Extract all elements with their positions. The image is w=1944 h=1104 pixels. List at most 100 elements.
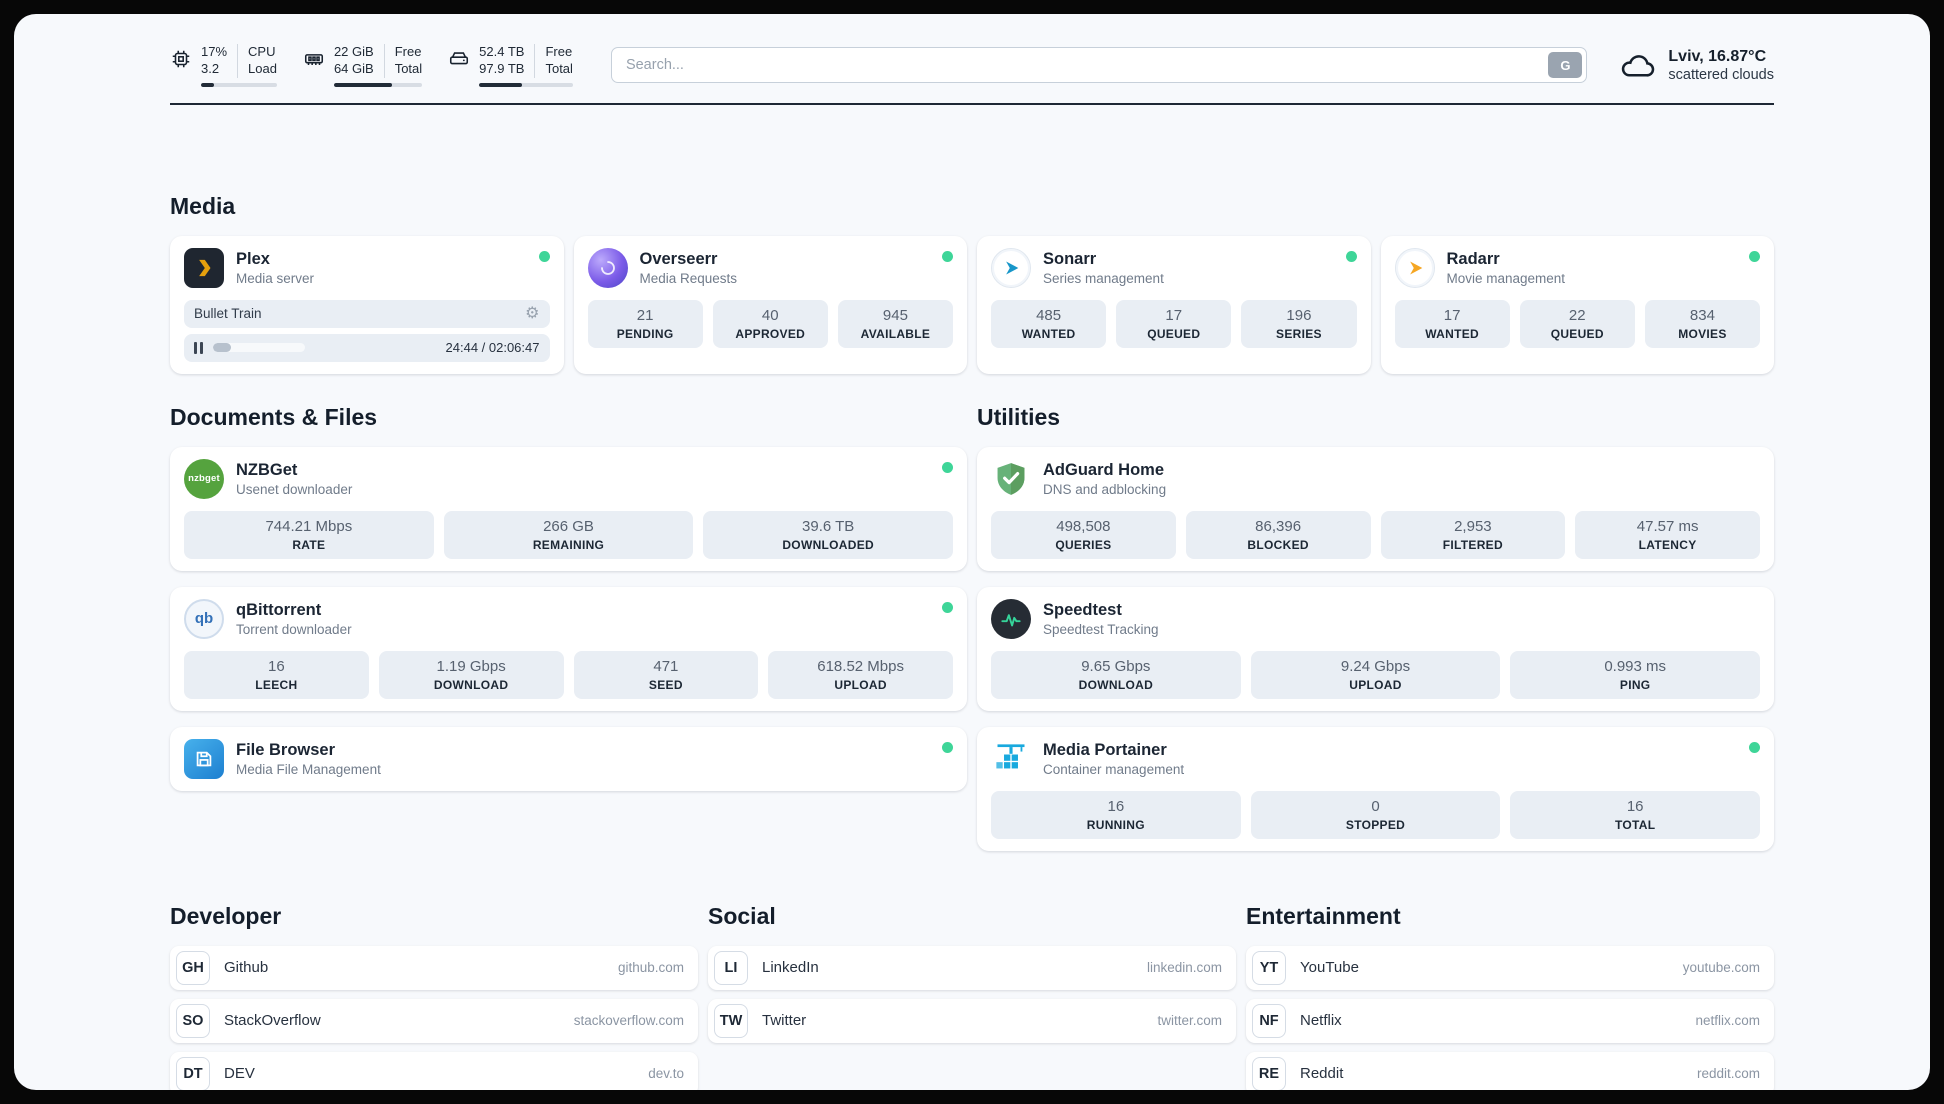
bookmark-twitter[interactable]: TW Twitter twitter.com — [708, 998, 1236, 1043]
sonarr-icon — [991, 247, 1031, 288]
cpu-load-value: 3.2 — [201, 60, 220, 76]
bookmark-badge: NF — [1252, 1003, 1286, 1038]
online-status-dot — [942, 601, 953, 613]
stat-latency: 47.57 ms LATENCY — [1575, 510, 1760, 559]
cpu-icon — [170, 48, 192, 70]
app-subtitle: Series management — [1043, 270, 1164, 286]
cpu-label: CPU — [248, 44, 276, 59]
memory-icon — [303, 48, 325, 70]
section-title-entertainment: Entertainment — [1246, 902, 1401, 929]
app-name: NZBGet — [236, 460, 298, 479]
bookmark-github[interactable]: GH Github github.com — [170, 945, 698, 990]
app-name: File Browser — [236, 740, 336, 759]
section-title-documents: Documents & Files — [170, 403, 378, 430]
header: 17% 3.2 CPU Load — [170, 44, 1774, 87]
app-card-radarr[interactable]: Radarr Movie management 17 WANTED 22 QUE… — [1380, 235, 1774, 374]
app-subtitle: Speedtest Tracking — [1043, 621, 1159, 637]
online-status-dot — [942, 741, 953, 753]
portainer-icon — [991, 739, 1031, 779]
online-status-dot — [942, 250, 953, 262]
nzbget-icon: nzbget — [184, 458, 224, 499]
header-divider — [170, 102, 1774, 105]
stat-download: 1.19 Gbps DOWNLOAD — [378, 650, 564, 699]
stat-upload: 618.52 Mbps UPLOAD — [768, 650, 953, 699]
app-card-adguard[interactable]: AdGuard Home DNS and adblocking 498,508 … — [977, 446, 1774, 571]
app-card-overseerr[interactable]: Overseerr Media Requests 21 PENDING 40 A… — [573, 235, 967, 374]
seek-bar[interactable] — [212, 343, 305, 353]
app-subtitle: DNS and adblocking — [1043, 481, 1167, 497]
app-name: Sonarr — [1043, 249, 1097, 268]
section-title-developer: Developer — [170, 902, 282, 929]
filebrowser-icon — [184, 738, 224, 779]
bookmark-group-developer: Developer GH Github github.com SO StackO… — [170, 903, 698, 1090]
stat-running: 16 RUNNING — [991, 790, 1241, 839]
app-card-sonarr[interactable]: Sonarr Series management 485 WANTED 17 Q… — [977, 235, 1371, 374]
stat-available: 945 AVAILABLE — [837, 299, 954, 348]
gear-icon[interactable]: ⚙ — [525, 304, 540, 322]
disk-free-value: 52.4 TB — [479, 44, 525, 59]
stat-leech: 16 LEECH — [184, 650, 369, 699]
ram-widget: 22 GiB 64 GiB Free Total — [303, 44, 423, 87]
bookmark-netflix[interactable]: NF Netflix netflix.com — [1246, 998, 1774, 1043]
online-status-dot — [1345, 250, 1357, 262]
bookmark-badge: RE — [1252, 1056, 1286, 1090]
weather-condition: scattered clouds — [1668, 66, 1774, 83]
bookmark-badge: LI — [714, 950, 748, 985]
stat-queries: 498,508 QUERIES — [991, 510, 1176, 559]
section-title-utilities: Utilities — [977, 403, 1061, 430]
search-input[interactable] — [610, 47, 1588, 84]
app-name: qBittorrent — [236, 600, 322, 619]
app-subtitle: Media File Management — [236, 761, 381, 777]
bookmark-group-social: Social LI LinkedIn linkedin.com TW Twitt… — [708, 903, 1236, 1090]
stat-queued: 22 QUEUED — [1519, 299, 1635, 348]
stat-stopped: 0 STOPPED — [1250, 790, 1501, 839]
app-name: Speedtest — [1043, 600, 1122, 619]
stat-approved: 40 APPROVED — [712, 299, 828, 348]
bookmark-stackoverflow[interactable]: SO StackOverflow stackoverflow.com — [170, 998, 698, 1043]
app-card-speedtest[interactable]: Speedtest Speedtest Tracking 9.65 Gbps D… — [977, 586, 1774, 711]
plex-icon — [184, 247, 224, 288]
bookmark-badge: GH — [176, 950, 210, 985]
pause-icon[interactable] — [194, 341, 203, 354]
app-subtitle: Media server — [236, 270, 315, 286]
cpu-widget: 17% 3.2 CPU Load — [170, 44, 277, 87]
app-card-qbittorrent[interactable]: qb qBittorrent Torrent downloader 16 — [170, 586, 967, 711]
bookmark-reddit[interactable]: RE Reddit reddit.com — [1246, 1051, 1774, 1090]
bookmark-youtube[interactable]: YT YouTube youtube.com — [1246, 945, 1774, 990]
stat-series: 196 SERIES — [1241, 299, 1357, 348]
playback-time: 24:44 / 02:06:47 — [445, 340, 540, 356]
section-media: Media Plex Media server — [170, 193, 1774, 374]
stat-upload: 9.24 Gbps UPLOAD — [1250, 650, 1501, 699]
overseerr-icon — [587, 247, 628, 288]
app-name: Radarr — [1446, 249, 1500, 268]
now-playing-title: Bullet Train — [194, 306, 262, 322]
online-status-dot — [1749, 250, 1760, 262]
online-status-dot — [538, 250, 550, 262]
app-name: Overseerr — [639, 249, 718, 268]
stat-blocked: 86,396 BLOCKED — [1185, 510, 1371, 559]
app-card-plex[interactable]: Plex Media server Bullet Train ⚙ — [170, 235, 564, 374]
ram-free-label: Free — [394, 44, 422, 59]
cloud-icon — [1619, 46, 1657, 84]
online-status-dot — [1749, 741, 1760, 753]
bookmark-badge: YT — [1252, 950, 1286, 985]
app-subtitle: Container management — [1043, 761, 1185, 777]
hard-drive-icon — [448, 48, 470, 70]
radarr-icon — [1394, 247, 1435, 288]
app-card-portainer[interactable]: Media Portainer Container management 16 … — [977, 726, 1774, 851]
bookmark-linkedin[interactable]: LI LinkedIn linkedin.com — [708, 945, 1236, 990]
bookmark-dev[interactable]: DT DEV dev.to — [170, 1051, 698, 1090]
disk-total-value: 97.9 TB — [479, 60, 525, 76]
app-subtitle: Movie management — [1446, 270, 1566, 286]
stat-filtered: 2,953 FILTERED — [1380, 510, 1566, 559]
app-name: Media Portainer — [1043, 740, 1167, 759]
stat-movies: 834 MOVIES — [1644, 299, 1761, 348]
app-card-nzbget[interactable]: nzbget NZBGet Usenet downloader 744.21 M… — [170, 446, 967, 571]
cpu-progress-bar — [201, 82, 277, 87]
search-engine-button[interactable]: G — [1548, 52, 1583, 79]
app-card-filebrowser[interactable]: File Browser Media File Management — [170, 726, 967, 791]
cpu-percent: 17% — [201, 44, 228, 59]
speedtest-icon — [991, 598, 1031, 639]
section-title-social: Social — [708, 902, 776, 929]
app-subtitle: Usenet downloader — [236, 481, 353, 497]
